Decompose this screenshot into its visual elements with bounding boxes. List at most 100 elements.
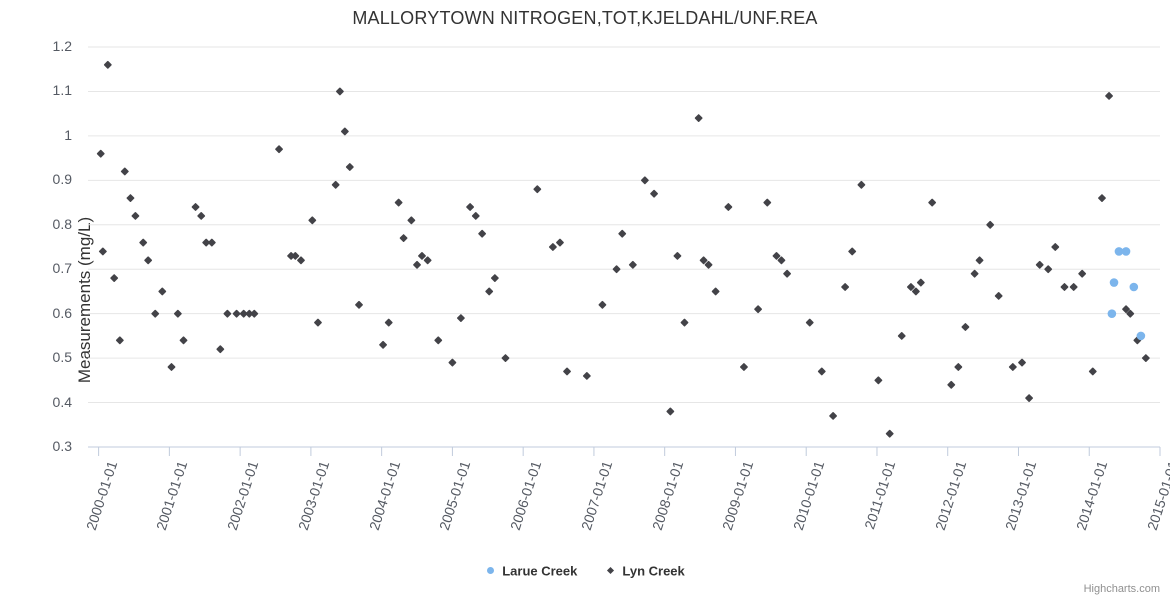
data-point-diamond[interactable] xyxy=(699,256,708,265)
data-point-diamond[interactable] xyxy=(994,291,1003,300)
data-point-diamond[interactable] xyxy=(947,380,956,389)
data-point-diamond[interactable] xyxy=(308,216,317,225)
data-point-diamond[interactable] xyxy=(394,198,403,207)
data-point-diamond[interactable] xyxy=(466,203,474,211)
data-point-diamond[interactable] xyxy=(173,309,182,318)
data-point-diamond[interactable] xyxy=(783,269,791,278)
data-point-diamond[interactable] xyxy=(418,251,426,260)
data-point-diamond[interactable] xyxy=(1088,367,1097,376)
series-lyn-creek[interactable] xyxy=(96,60,1150,438)
data-point-diamond[interactable] xyxy=(829,411,837,420)
data-point-diamond[interactable] xyxy=(1078,269,1087,278)
data-point-diamond[interactable] xyxy=(331,180,340,189)
data-point-diamond[interactable] xyxy=(501,354,510,363)
data-point-diamond[interactable] xyxy=(724,203,733,211)
data-point-diamond[interactable] xyxy=(471,211,480,220)
data-point-diamond[interactable] xyxy=(754,305,762,314)
data-point-diamond[interactable] xyxy=(355,300,363,309)
data-point-circle[interactable] xyxy=(1109,278,1119,287)
data-point-diamond[interactable] xyxy=(1025,394,1033,403)
data-point-diamond[interactable] xyxy=(485,287,494,296)
data-point-diamond[interactable] xyxy=(628,260,637,269)
data-point-diamond[interactable] xyxy=(907,283,915,291)
data-point-diamond[interactable] xyxy=(666,407,675,416)
data-point-diamond[interactable] xyxy=(167,363,176,371)
data-point-diamond[interactable] xyxy=(805,318,814,327)
data-point-diamond[interactable] xyxy=(928,198,937,207)
data-point-diamond[interactable] xyxy=(448,358,457,367)
data-point-diamond[interactable] xyxy=(384,318,393,327)
data-point-diamond[interactable] xyxy=(1051,243,1060,251)
data-point-diamond[interactable] xyxy=(857,180,866,189)
data-point-diamond[interactable] xyxy=(275,145,283,154)
data-point-diamond[interactable] xyxy=(1018,358,1026,367)
data-point-diamond[interactable] xyxy=(680,318,689,327)
data-point-diamond[interactable] xyxy=(986,220,995,229)
data-point-diamond[interactable] xyxy=(490,274,499,283)
data-point-diamond[interactable] xyxy=(1122,305,1130,314)
data-point-diamond[interactable] xyxy=(711,287,720,296)
legend-item-larue-creek[interactable]: Larue Creek xyxy=(485,562,577,580)
data-point-diamond[interactable] xyxy=(207,238,216,247)
data-point-diamond[interactable] xyxy=(1035,260,1044,269)
data-point-diamond[interactable] xyxy=(1105,91,1113,100)
data-point-diamond[interactable] xyxy=(848,247,857,256)
data-point-diamond[interactable] xyxy=(970,269,979,278)
data-point-diamond[interactable] xyxy=(598,300,607,309)
data-point-diamond[interactable] xyxy=(379,340,387,349)
data-point-diamond[interactable] xyxy=(740,363,748,371)
data-point-diamond[interactable] xyxy=(817,367,826,376)
data-point-diamond[interactable] xyxy=(1069,283,1078,291)
data-point-diamond[interactable] xyxy=(144,256,153,265)
data-point-diamond[interactable] xyxy=(612,265,621,274)
data-point-diamond[interactable] xyxy=(239,309,248,318)
data-point-diamond[interactable] xyxy=(202,238,211,247)
data-point-diamond[interactable] xyxy=(954,363,963,371)
data-point-circle[interactable] xyxy=(1121,247,1131,256)
data-point-diamond[interactable] xyxy=(250,309,259,318)
data-point-diamond[interactable] xyxy=(399,234,408,243)
data-point-diamond[interactable] xyxy=(1141,354,1150,363)
data-point-circle[interactable] xyxy=(1114,247,1124,256)
data-point-diamond[interactable] xyxy=(975,256,984,265)
data-point-diamond[interactable] xyxy=(120,167,129,176)
data-point-diamond[interactable] xyxy=(413,260,421,269)
data-point-diamond[interactable] xyxy=(640,176,649,185)
data-point-diamond[interactable] xyxy=(650,189,658,198)
data-point-diamond[interactable] xyxy=(548,243,557,251)
data-point-diamond[interactable] xyxy=(673,251,682,260)
data-point-diamond[interactable] xyxy=(1060,283,1069,291)
data-point-diamond[interactable] xyxy=(151,309,160,318)
data-point-diamond[interactable] xyxy=(131,211,140,220)
data-point-diamond[interactable] xyxy=(897,331,906,340)
data-point-diamond[interactable] xyxy=(772,251,781,260)
data-point-diamond[interactable] xyxy=(340,127,349,136)
data-point-diamond[interactable] xyxy=(345,163,354,171)
data-point-diamond[interactable] xyxy=(704,260,713,269)
highcharts-credits[interactable]: Highcharts.com xyxy=(1083,583,1160,595)
data-point-diamond[interactable] xyxy=(885,429,894,438)
data-point-diamond[interactable] xyxy=(191,203,200,211)
data-point-diamond[interactable] xyxy=(618,229,627,238)
data-point-diamond[interactable] xyxy=(216,345,225,354)
data-point-diamond[interactable] xyxy=(694,114,703,123)
data-point-diamond[interactable] xyxy=(407,216,416,225)
data-point-diamond[interactable] xyxy=(423,256,432,265)
data-point-diamond[interactable] xyxy=(197,211,206,220)
data-point-diamond[interactable] xyxy=(314,318,322,327)
data-point-diamond[interactable] xyxy=(291,251,300,260)
data-point-diamond[interactable] xyxy=(336,87,344,96)
data-point-diamond[interactable] xyxy=(841,283,850,291)
data-point-diamond[interactable] xyxy=(911,287,920,296)
data-point-diamond[interactable] xyxy=(103,60,112,69)
legend-item-lyn-creek[interactable]: Lyn Creek xyxy=(605,562,684,580)
data-point-diamond[interactable] xyxy=(297,256,305,265)
data-point-diamond[interactable] xyxy=(478,229,487,238)
data-point-diamond[interactable] xyxy=(232,309,241,318)
data-point-diamond[interactable] xyxy=(98,247,107,256)
data-point-diamond[interactable] xyxy=(139,238,148,247)
data-point-diamond[interactable] xyxy=(179,336,188,345)
data-point-diamond[interactable] xyxy=(1098,194,1106,203)
data-point-diamond[interactable] xyxy=(434,336,443,345)
data-point-diamond[interactable] xyxy=(96,149,105,158)
